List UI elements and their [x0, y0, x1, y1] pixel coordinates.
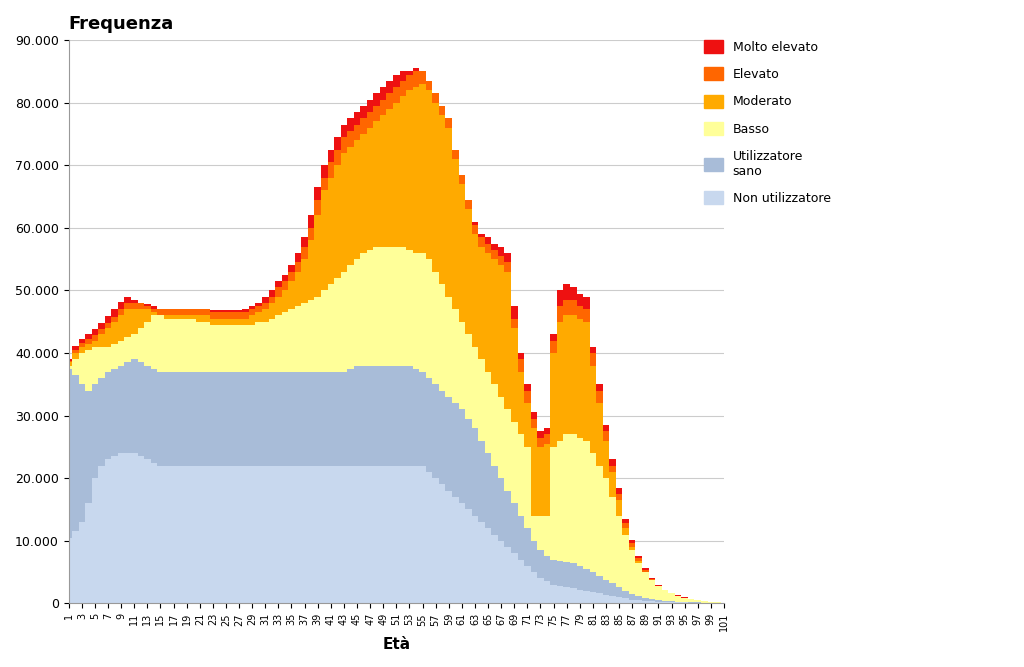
Text: Frequenza: Frequenza — [69, 15, 174, 33]
X-axis label: Età: Età — [382, 637, 411, 652]
Legend: Molto elevato, Elevato, Moderato, Basso, Utilizzatore
sano, Non utilizzatore: Molto elevato, Elevato, Moderato, Basso,… — [698, 35, 836, 210]
